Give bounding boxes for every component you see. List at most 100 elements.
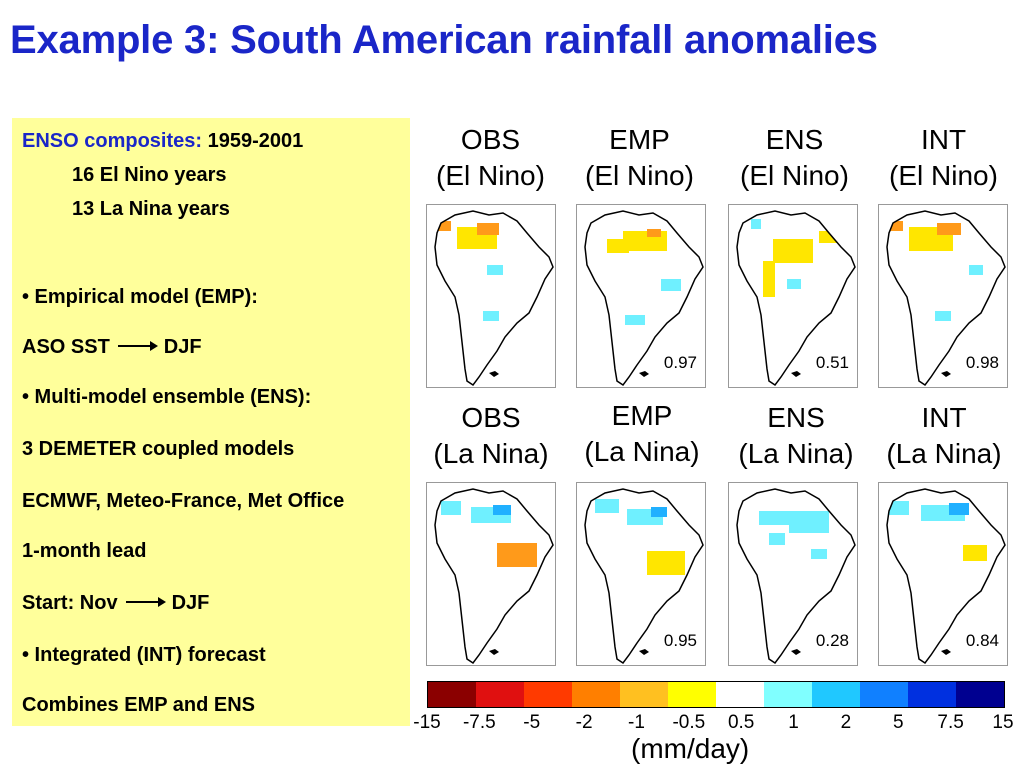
anomaly-patch xyxy=(625,315,645,325)
island-outline xyxy=(489,649,499,655)
model-name: INT xyxy=(921,402,967,433)
colorbar-segment xyxy=(668,682,716,707)
continent-outline xyxy=(736,488,856,665)
map-graphic xyxy=(434,210,554,387)
el-nino-count: 16 El Nino years xyxy=(72,164,227,186)
correlation-value: 0.51 xyxy=(815,353,849,372)
start-nov-text: Start: Nov xyxy=(22,592,118,614)
arrow-right-icon xyxy=(117,340,158,351)
anomaly-patch xyxy=(789,511,829,533)
anomaly-patch xyxy=(453,643,463,653)
page-title: Example 3: South American rainfall anoma… xyxy=(10,18,878,62)
colorbar-tick-label: -15 xyxy=(413,712,441,733)
map-graphic xyxy=(584,210,704,387)
anomaly-patch xyxy=(969,265,983,275)
correlation-value: 0.28 xyxy=(815,631,849,650)
map-label-emp-la-nina: EMP (La Nina) xyxy=(572,398,712,470)
enso-label: ENSO composites: xyxy=(22,130,203,152)
colorbar xyxy=(427,681,1005,708)
anomaly-patch xyxy=(759,511,789,525)
anomaly-patch xyxy=(605,645,615,655)
map-emp-el-nino: 0.97 xyxy=(576,204,706,388)
djf-text: DJF xyxy=(163,336,202,358)
anomaly-patch xyxy=(661,279,681,291)
map-emp-la-nina: 0.95 xyxy=(576,482,706,666)
colorbar-tick-label: 2 xyxy=(840,712,852,733)
map-label-ens-la-nina: ENS (La Nina) xyxy=(726,400,866,472)
map-int-el-nino: 0.98 xyxy=(878,204,1008,388)
colorbar-tick-label: 1 xyxy=(788,712,799,733)
continent-outline xyxy=(584,210,704,387)
phase-name: (El Nino) xyxy=(585,160,694,191)
model-name: OBS xyxy=(460,124,521,155)
djf-text: DJF xyxy=(171,592,210,614)
centres-line: ECMWF, Meteo-France, Met Office xyxy=(22,490,345,512)
anomaly-patch xyxy=(647,551,685,575)
island-outline xyxy=(791,371,801,377)
map-label-int-el-nino: INT (El Nino) xyxy=(876,122,1011,194)
colorbar-tick-label: -2 xyxy=(575,712,593,733)
anomaly-patch xyxy=(595,499,619,513)
map-ens-el-nino: 0.51 xyxy=(728,204,858,388)
map-graphic xyxy=(736,488,856,665)
colorbar-segment xyxy=(860,682,908,707)
colorbar-segment xyxy=(764,682,812,707)
anomaly-patch xyxy=(949,503,969,515)
colorbar-tick-label: -7.5 xyxy=(462,712,496,733)
aso-sst-line: ASO SST DJF xyxy=(22,336,202,359)
colorbar-tick-label: 15 xyxy=(992,712,1014,733)
arrow-right-icon xyxy=(125,596,166,607)
colorbar-segment xyxy=(908,682,956,707)
colorbar-units: (mm/day) xyxy=(631,733,750,764)
anomaly-patch xyxy=(497,543,537,567)
continent-outline xyxy=(736,210,856,387)
model-name: OBS xyxy=(461,402,521,433)
map-obs-la-nina xyxy=(426,482,556,666)
colorbar-tick-label: 7.5 xyxy=(937,712,964,733)
anomaly-patch xyxy=(647,229,661,237)
map-int-la-nina: 0.84 xyxy=(878,482,1008,666)
anomaly-patch xyxy=(963,545,987,561)
island-outline xyxy=(791,649,801,655)
colorbar-segment xyxy=(524,682,572,707)
map-label-int-la-nina: INT (La Nina) xyxy=(874,400,1014,472)
map-label-obs-el-nino: OBS (El Nino) xyxy=(423,122,558,194)
anomaly-patch xyxy=(935,311,951,321)
continent-outline xyxy=(434,210,554,387)
phase-name: (El Nino) xyxy=(889,160,998,191)
anomaly-patch xyxy=(483,311,499,321)
map-label-obs-la-nina: OBS (La Nina) xyxy=(421,400,561,472)
colorbar-tick-label: -1 xyxy=(628,712,645,733)
anomaly-patch xyxy=(751,219,761,229)
colorbar-segment xyxy=(572,682,620,707)
enso-years: 1959-2001 xyxy=(207,130,304,152)
colorbar-segment xyxy=(476,682,524,707)
demeter-line: 3 DEMETER coupled models xyxy=(22,438,295,460)
aso-sst-text: ASO SST xyxy=(22,336,110,358)
phase-name: (La Nina) xyxy=(886,438,1002,469)
phase-name: (La Nina) xyxy=(584,436,700,467)
phase-name: (La Nina) xyxy=(738,438,854,469)
anomaly-patch xyxy=(907,645,917,655)
model-name: EMP xyxy=(611,400,673,431)
correlation-value: 0.84 xyxy=(965,631,999,650)
colorbar-tick-label: -0.5 xyxy=(672,712,706,733)
lead-line: 1-month lead xyxy=(22,540,147,562)
anomaly-patch xyxy=(769,533,785,545)
info-panel: ENSO composites: 1959-2001 16 El Nino ye… xyxy=(12,118,410,726)
map-graphic xyxy=(736,210,856,387)
colorbar-tick-label: 0.5 xyxy=(727,712,755,733)
anomaly-patch xyxy=(763,261,775,297)
anomaly-patch xyxy=(487,265,503,275)
model-name: ENS xyxy=(767,402,825,433)
anomaly-patch xyxy=(493,505,511,515)
model-name: ENS xyxy=(765,124,824,155)
anomaly-patch xyxy=(887,221,903,231)
phase-name: (La Nina) xyxy=(433,438,549,469)
anomaly-patch xyxy=(651,507,667,517)
map-graphic xyxy=(434,488,554,665)
island-outline xyxy=(489,371,499,377)
phase-name: (El Nino) xyxy=(436,160,545,191)
correlation-value: 0.95 xyxy=(663,631,697,650)
anomaly-patch xyxy=(435,221,451,231)
